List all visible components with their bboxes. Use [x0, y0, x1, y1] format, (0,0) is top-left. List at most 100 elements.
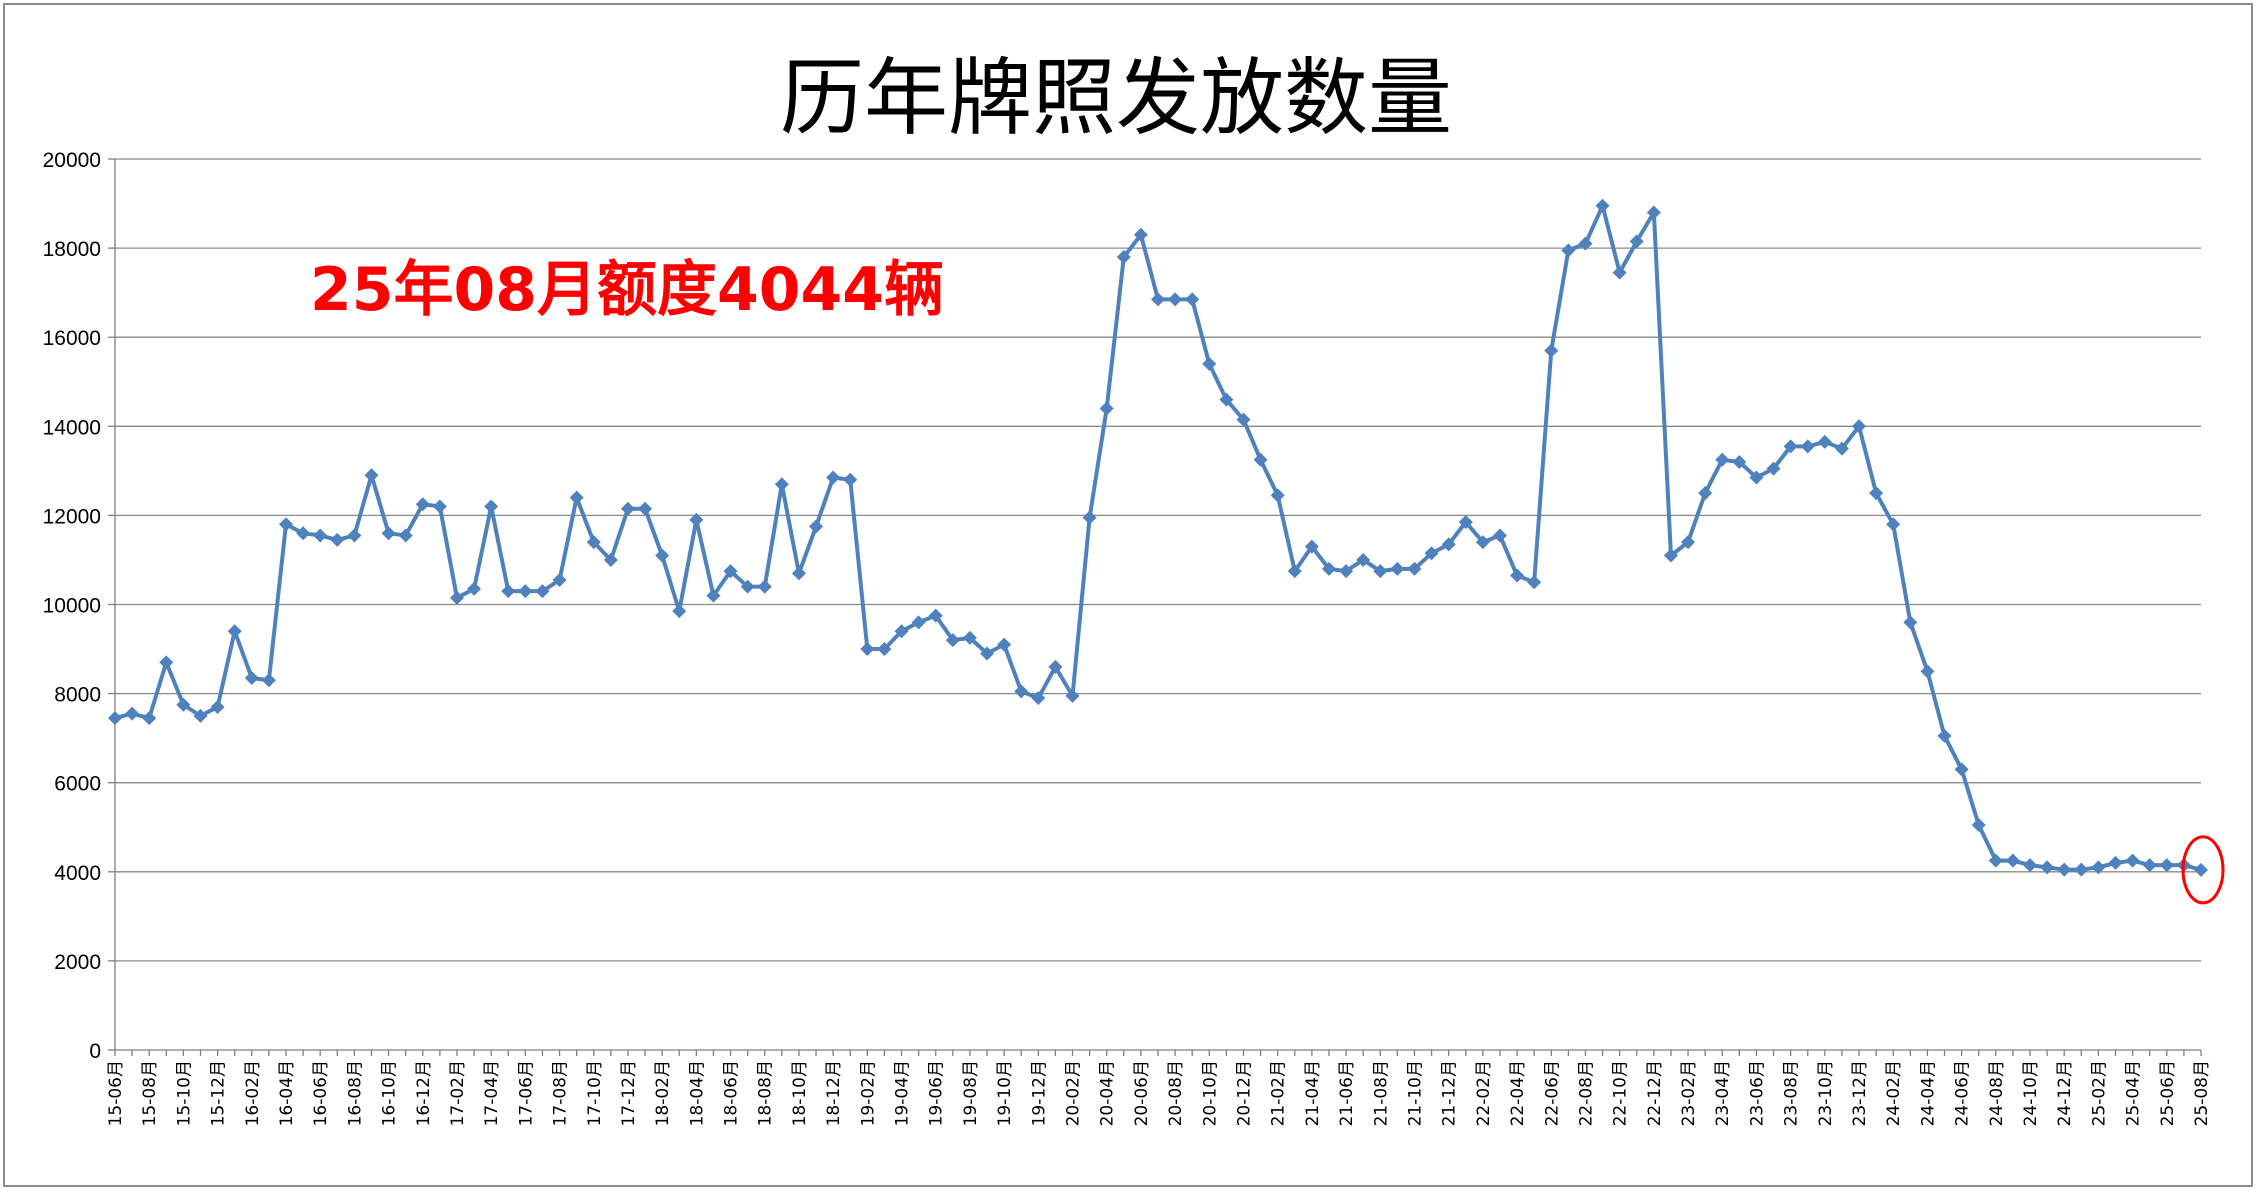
data-point [244, 671, 259, 686]
data-point [1561, 243, 1576, 258]
data-point [1646, 205, 1661, 220]
data-point [689, 512, 704, 527]
xtick-label: 25-08月 [2192, 1060, 2212, 1126]
data-point [826, 470, 841, 485]
data-point [552, 572, 567, 587]
data-point [757, 579, 772, 594]
xtick-label: 21-04月 [1303, 1060, 1323, 1126]
data-point [1321, 561, 1336, 576]
xtick-label: 23-08月 [1782, 1060, 1802, 1126]
chart-title: 历年牌照发放数量 [780, 49, 1452, 147]
data-point [227, 624, 242, 639]
data-point [1492, 528, 1507, 543]
xtick-label: 20-02月 [1064, 1060, 1084, 1126]
data-point [1253, 452, 1268, 467]
data-point [1852, 419, 1867, 434]
latest-value-highlight [2181, 835, 2225, 905]
data-point [2040, 860, 2055, 875]
quota-annotation: 25年08月额度4044辆 [310, 255, 944, 325]
data-point [1937, 728, 1952, 743]
line-chart: 历年牌照发放数量 25年08月额度4044辆 0 2000 4000 6000 8000… [43, 49, 2225, 1126]
data-point [809, 519, 824, 534]
data-point [620, 501, 635, 516]
data-point [1834, 441, 1849, 456]
data-point [1715, 452, 1730, 467]
ytick-label-14000: 14000 [43, 416, 101, 439]
data-point [586, 535, 601, 550]
data-point [176, 697, 191, 712]
data-point [1954, 762, 1969, 777]
data-point [1663, 548, 1678, 563]
ytick-label-18000: 18000 [43, 238, 101, 261]
xtick-label: 15-10月 [174, 1060, 194, 1126]
xtick-label: 25-06月 [2158, 1060, 2178, 1126]
data-point [1886, 517, 1901, 532]
data-point [1458, 515, 1473, 530]
data-point [1681, 535, 1696, 550]
data-point [1783, 439, 1798, 454]
data-point [1133, 227, 1148, 242]
data-point [1339, 564, 1354, 579]
data-point [2142, 858, 2157, 873]
data-point [1441, 537, 1456, 552]
ytick-label-8000: 8000 [54, 684, 101, 707]
data-point [1031, 691, 1046, 706]
xtick-label: 24-04月 [1918, 1060, 1938, 1126]
data-point [415, 497, 430, 512]
data-point [1287, 564, 1302, 579]
data-point [159, 655, 174, 670]
data-point [1988, 853, 2003, 868]
xtick-label: 22-06月 [1542, 1060, 1562, 1126]
xtick-label: 24-12月 [2055, 1060, 2075, 1126]
xtick-label: 15-12月 [209, 1060, 229, 1126]
xtick-label: 19-08月 [961, 1060, 981, 1126]
data-point [1151, 292, 1165, 307]
xtick-label: 24-10月 [2021, 1060, 2041, 1126]
xtick-label: 25-02月 [2089, 1060, 2109, 1126]
xtick-label: 18-10月 [790, 1060, 810, 1126]
data-point [1116, 250, 1131, 265]
xtick-label: 22-10月 [1611, 1060, 1631, 1126]
data-point [467, 581, 482, 596]
xtick-label: 21-12月 [1440, 1060, 1460, 1126]
xtick-label: 22-02月 [1474, 1060, 1494, 1126]
xtick-label: 17-02月 [448, 1060, 468, 1126]
data-point [1014, 684, 1029, 699]
data-point [791, 566, 806, 581]
data-point [945, 633, 960, 648]
data-point [1168, 292, 1183, 307]
xtick-label: 19-04月 [893, 1060, 913, 1126]
data-point [2108, 855, 2123, 870]
data-point [1544, 343, 1559, 358]
data-point [1304, 539, 1319, 554]
data-point [1082, 510, 1097, 525]
xtick-label: 20-12月 [1234, 1060, 1254, 1126]
data-point [740, 579, 755, 594]
data-point [1527, 575, 1542, 590]
data-point [2159, 858, 2174, 873]
data-point [535, 584, 550, 599]
data-point [449, 590, 464, 605]
data-point [1766, 461, 1781, 476]
data-point [381, 526, 396, 541]
y-axis-ticks: 0 2000 4000 6000 8000 10000 12000 14000 16000 180… [43, 149, 115, 1063]
xtick-label: 23-10月 [1816, 1060, 1836, 1126]
xtick-label: 19-12月 [1029, 1060, 1049, 1126]
data-point [261, 673, 276, 688]
data-point [2125, 853, 2140, 868]
xtick-label: 18-08月 [756, 1060, 776, 1126]
data-point [980, 646, 995, 661]
data-point [1270, 488, 1285, 503]
data-point [484, 499, 499, 514]
xtick-label: 21-10月 [1405, 1060, 1425, 1126]
x-axis-ticks: 15-06月 15-08月 15-10月 15-12月 16-02月 16-04月 16-0… [106, 1050, 2212, 1126]
xtick-label: 15-06月 [106, 1060, 126, 1126]
ytick-label-10000: 10000 [43, 595, 101, 618]
data-point [1971, 818, 1986, 833]
xtick-label: 24-06月 [1953, 1060, 1973, 1126]
xtick-label: 23-06月 [1747, 1060, 1767, 1126]
data-point [1424, 546, 1439, 561]
data-point [1065, 688, 1080, 703]
data-point [2005, 853, 2020, 868]
xtick-label: 22-08月 [1576, 1060, 1596, 1126]
